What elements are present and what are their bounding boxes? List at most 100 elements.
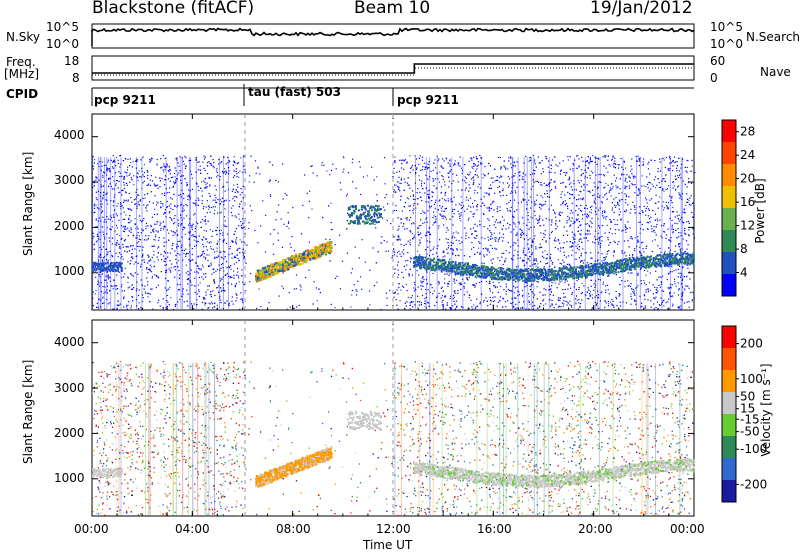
- scatter-point: [221, 278, 223, 280]
- scatter-point: [406, 217, 408, 219]
- scatter-point: [397, 217, 399, 219]
- scatter-point: [466, 208, 468, 210]
- scatter-point: [493, 201, 495, 203]
- scatter-point: [497, 176, 499, 178]
- scatter-point: [426, 234, 428, 236]
- scatter-point: [678, 306, 680, 308]
- scatter-point: [551, 299, 553, 301]
- scatter-point: [580, 303, 582, 305]
- scatter-point: [139, 199, 141, 201]
- scatter-point: [424, 221, 426, 224]
- scatter-point: [288, 221, 290, 223]
- scatter-point: [571, 194, 574, 196]
- scatter-point: [315, 287, 317, 289]
- scatter-point: [651, 183, 653, 185]
- scatter-point: [471, 159, 473, 161]
- scatter-point: [609, 301, 611, 303]
- scatter-point: [131, 248, 133, 250]
- scatter-point: [422, 280, 424, 283]
- scatter-point: [634, 206, 636, 208]
- scatter-point: [670, 240, 672, 242]
- scatter-point: [102, 302, 104, 304]
- scatter-point: [571, 231, 573, 233]
- scatter-point: [487, 249, 489, 251]
- scatter-point: [120, 257, 122, 259]
- scatter-point: [601, 240, 603, 242]
- scatter-point: [163, 260, 165, 262]
- scatter-point: [635, 300, 637, 302]
- scatter-point: [488, 206, 490, 208]
- scatter-point: [210, 155, 212, 157]
- scatter-point: [359, 166, 361, 168]
- scatter-point: [518, 301, 520, 303]
- scatter-point: [660, 276, 662, 278]
- scatter-point: [567, 302, 569, 304]
- scatter-point: [623, 174, 625, 176]
- scatter-point: [450, 248, 452, 250]
- scatter-point: [351, 268, 353, 270]
- scatter-point: [272, 164, 274, 166]
- scatter-point: [563, 242, 565, 244]
- scatter-point: [111, 256, 114, 258]
- scatter-point: [474, 200, 476, 202]
- scatter-point: [143, 164, 146, 166]
- scatter-point: [198, 291, 200, 293]
- scatter-point: [435, 252, 437, 254]
- scatter-point: [409, 219, 411, 221]
- scatter-point: [607, 236, 609, 239]
- scatter-point: [168, 232, 170, 234]
- scatter-point: [209, 293, 211, 296]
- scatter-point: [408, 205, 410, 207]
- scatter-point: [330, 202, 332, 204]
- scatter-point: [641, 305, 643, 307]
- scatter-point: [521, 295, 524, 297]
- scatter-point: [513, 255, 515, 257]
- scatter-point: [189, 218, 191, 220]
- scatter-point: [259, 173, 261, 175]
- scatter-point: [138, 238, 140, 240]
- scatter-point: [191, 228, 193, 231]
- scatter-point: [156, 275, 158, 277]
- scatter-point: [207, 285, 209, 287]
- scatter-point: [647, 288, 649, 290]
- scatter-point: [464, 164, 466, 166]
- scatter-point: [444, 192, 446, 194]
- scatter-point: [559, 162, 561, 164]
- scatter-point: [209, 162, 211, 164]
- scatter-point: [419, 239, 421, 241]
- scatter-point: [136, 177, 138, 179]
- scatter-point: [593, 182, 595, 184]
- scatter-point: [606, 264, 608, 266]
- scatter-point: [233, 184, 235, 186]
- scatter-point: [161, 177, 163, 180]
- scatter-point: [117, 300, 119, 302]
- scatter-point: [499, 206, 501, 208]
- scatter-point: [641, 302, 643, 304]
- scatter-point: [332, 163, 334, 165]
- scatter-point: [630, 170, 632, 172]
- scatter-point: [581, 169, 583, 171]
- scatter-point: [210, 301, 213, 303]
- scatter-point: [413, 204, 415, 206]
- scatter-point: [418, 175, 420, 177]
- scatter-point: [115, 172, 117, 174]
- scatter-point: [168, 191, 170, 194]
- scatter-point: [434, 305, 436, 307]
- scatter-point: [680, 298, 682, 300]
- scatter-point: [96, 240, 98, 242]
- scatter-point: [621, 192, 623, 194]
- scatter-point: [417, 227, 419, 229]
- scatter-point: [679, 219, 682, 221]
- scatter-point: [525, 282, 527, 284]
- scatter-point: [130, 273, 132, 275]
- scatter-point: [404, 159, 406, 161]
- scatter-point: [529, 303, 531, 305]
- scatter-point: [106, 270, 108, 272]
- scatter-point: [655, 292, 657, 294]
- scatter-point: [594, 186, 596, 188]
- scatter-point: [278, 295, 280, 297]
- scatter-point: [147, 177, 149, 179]
- scatter-point: [444, 273, 446, 275]
- scatter-point: [626, 174, 628, 176]
- scatter-point: [633, 177, 635, 179]
